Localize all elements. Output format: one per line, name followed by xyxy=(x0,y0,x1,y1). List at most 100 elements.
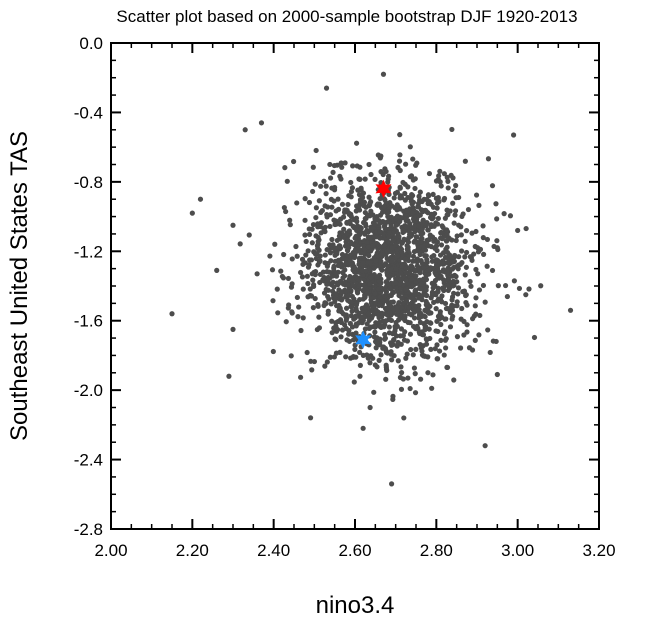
scatter-point xyxy=(317,271,324,277)
scatter-point xyxy=(311,283,317,290)
scatter-point xyxy=(402,256,408,262)
scatter-point xyxy=(294,294,300,301)
scatter-point xyxy=(423,323,429,330)
scatter-point xyxy=(452,208,459,214)
scatter-point xyxy=(412,371,418,377)
scatter-point xyxy=(366,202,373,208)
scatter-point xyxy=(317,253,323,259)
scatter-point xyxy=(278,268,284,274)
y-tick-label: -0.8 xyxy=(74,173,103,192)
scatter-point xyxy=(459,305,465,312)
scatter-point xyxy=(330,169,336,175)
scatter-point xyxy=(376,315,382,321)
scatter-point xyxy=(349,185,356,191)
scatter-point xyxy=(371,265,377,271)
scatter-point xyxy=(329,330,335,336)
scatter-point xyxy=(403,355,409,361)
scatter-point xyxy=(417,319,424,325)
scatter-point xyxy=(434,257,441,263)
scatter-point xyxy=(345,293,351,299)
scatter-point xyxy=(344,337,350,343)
scatter-point xyxy=(460,289,466,295)
scatter-point xyxy=(398,386,405,392)
scatter-point xyxy=(362,176,368,182)
scatter-point xyxy=(389,245,395,251)
scatter-point xyxy=(388,214,394,220)
scatter-point xyxy=(390,331,396,337)
scatter-point xyxy=(377,196,383,202)
scatter-point xyxy=(329,318,335,324)
scatter-point xyxy=(371,334,377,340)
scatter-point xyxy=(303,252,309,258)
y-tick-label: -2.0 xyxy=(74,381,103,400)
scatter-point xyxy=(396,299,402,306)
scatter-point xyxy=(327,223,333,230)
scatter-point xyxy=(427,335,433,342)
scatter-point xyxy=(412,297,418,303)
x-tick-label: 2.20 xyxy=(176,541,209,560)
scatter-point xyxy=(473,192,480,198)
scatter-point xyxy=(444,212,450,218)
scatter-point xyxy=(409,193,416,199)
scatter-point xyxy=(381,232,387,238)
scatter-point xyxy=(313,233,319,239)
scatter-point xyxy=(484,236,491,243)
scatter-point xyxy=(310,221,317,228)
scatter-point xyxy=(414,160,420,166)
scatter-point xyxy=(310,305,316,311)
scatter-point xyxy=(451,282,457,288)
scatter-point xyxy=(316,314,322,320)
scatter-point xyxy=(305,280,311,287)
scatter-point xyxy=(402,190,408,197)
scatter-point xyxy=(336,308,342,314)
scatter-point xyxy=(353,305,359,312)
scatter-point xyxy=(453,237,459,244)
scatter-point xyxy=(352,235,358,241)
scatter-point xyxy=(323,183,329,189)
scatter-point xyxy=(299,274,306,280)
scatter-point xyxy=(368,171,374,178)
scatter-point xyxy=(428,222,434,228)
scatter-point xyxy=(369,313,375,319)
scatter-point xyxy=(384,367,390,374)
scatter-point xyxy=(297,374,304,380)
scatter-point xyxy=(438,242,445,248)
scatter-point xyxy=(389,357,395,363)
scatter-point xyxy=(433,195,440,201)
scatter-point xyxy=(393,222,399,228)
scatter-point xyxy=(307,292,313,299)
scatter-point xyxy=(396,237,402,244)
scatter-point xyxy=(362,294,368,300)
scatter-point xyxy=(463,264,469,270)
scatter-point xyxy=(374,241,381,247)
x-tick-label: 3.00 xyxy=(501,541,534,560)
scatter-point xyxy=(374,274,380,280)
scatter-point xyxy=(430,215,436,221)
scatter-point xyxy=(410,156,416,162)
y-tick-label: -1.2 xyxy=(74,242,103,261)
scatter-point xyxy=(462,158,468,164)
scatter-point xyxy=(424,301,430,307)
scatter-point xyxy=(333,291,339,297)
scatter-point xyxy=(403,224,410,230)
scatter-point xyxy=(335,327,341,333)
scatter-point xyxy=(401,415,407,421)
scatter-point xyxy=(397,185,403,191)
scatter-point xyxy=(410,282,416,289)
scatter-point xyxy=(468,283,474,289)
scatter-point xyxy=(426,170,433,177)
scatter-point xyxy=(306,199,313,206)
scatter-point xyxy=(169,311,175,317)
scatter-point xyxy=(377,301,383,307)
scatter-point xyxy=(442,316,448,322)
scatter-point xyxy=(416,329,422,335)
scatter-point xyxy=(356,277,362,283)
scatter-point xyxy=(372,176,378,182)
scatter-point xyxy=(370,243,376,249)
y-tick-label: -2.4 xyxy=(74,451,103,470)
scatter-point xyxy=(306,262,312,268)
scatter-point xyxy=(401,236,407,242)
scatter-point xyxy=(384,219,390,225)
scatter-point xyxy=(272,241,278,247)
scatter-point xyxy=(306,226,312,232)
